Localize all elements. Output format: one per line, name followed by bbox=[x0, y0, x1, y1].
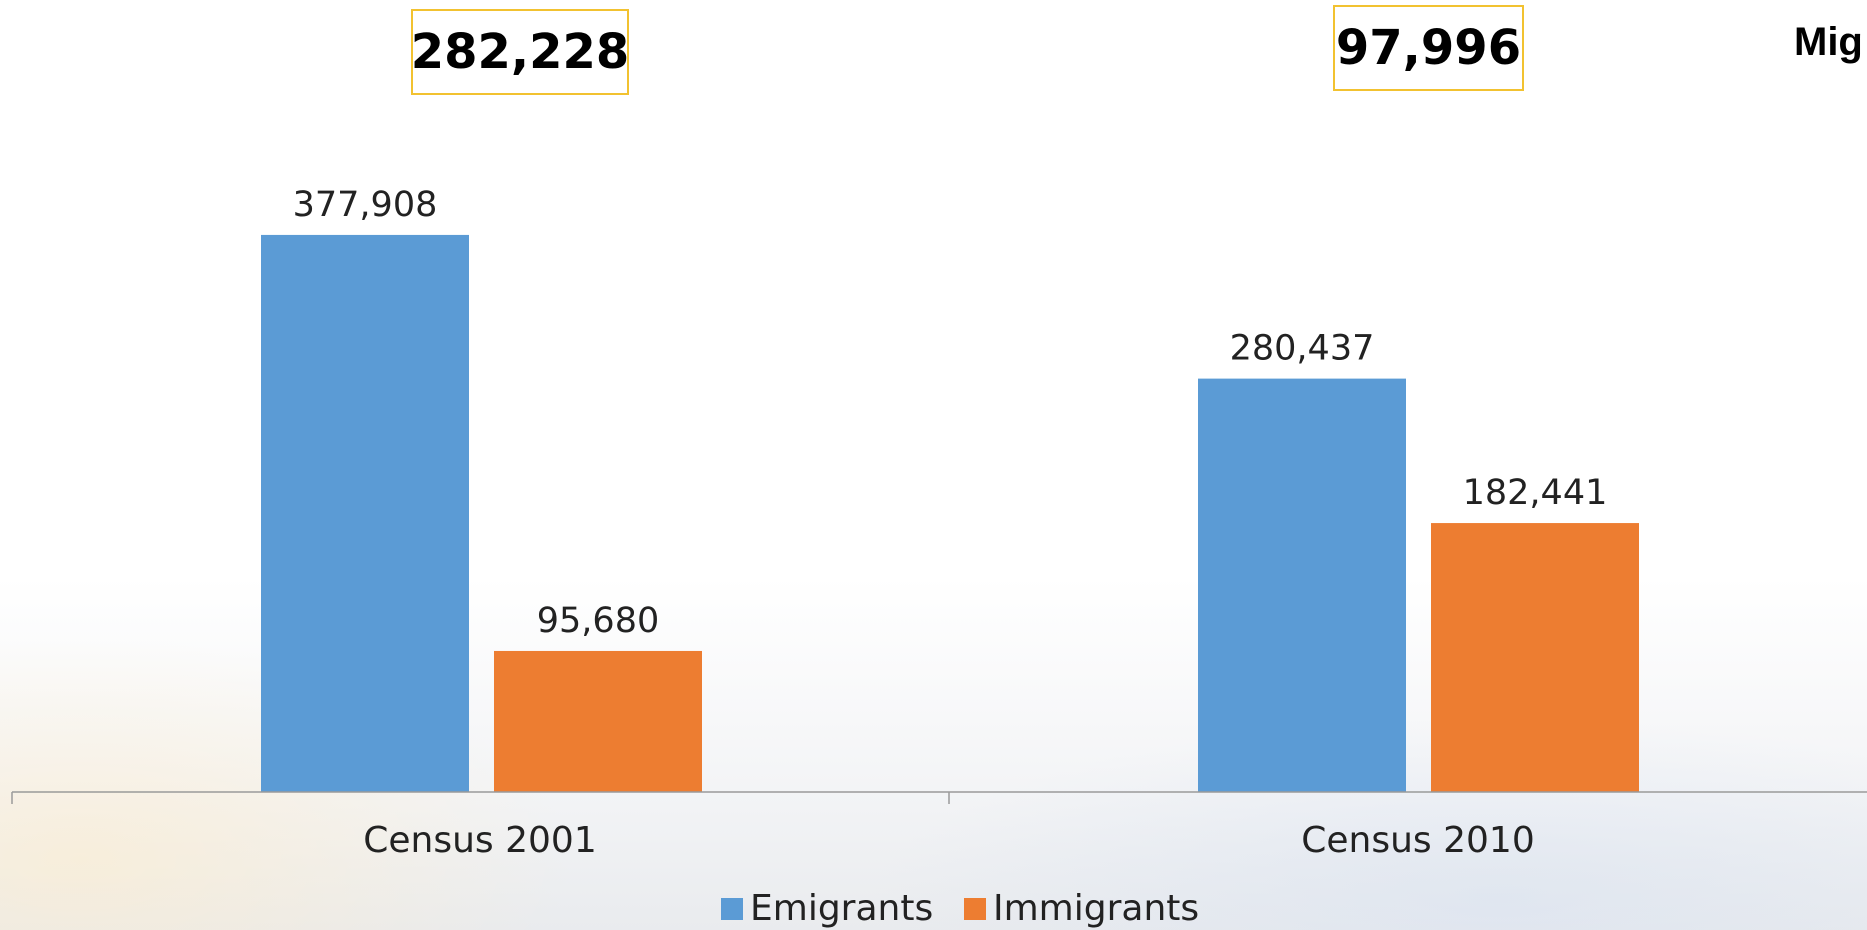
data-labels-layer: 377,908 95,680 280,437 182,441 bbox=[293, 185, 1608, 641]
x-axis: Census 2001 Census 2010 bbox=[11, 791, 1867, 861]
data-label-immigrants-census-2001: 95,680 bbox=[537, 601, 659, 641]
difference-callout-census-2001: 282,228 bbox=[411, 9, 629, 95]
legend-swatch-emigrants bbox=[721, 898, 743, 920]
category-label-census-2010: Census 2010 bbox=[1301, 820, 1535, 861]
data-label-immigrants-census-2010: 182,441 bbox=[1463, 473, 1608, 513]
bar-emigrants-census-2001 bbox=[261, 234, 469, 793]
legend-label-immigrants: Immigrants bbox=[993, 888, 1199, 929]
data-label-emigrants-census-2010: 280,437 bbox=[1230, 329, 1375, 369]
category-label-census-2001: Census 2001 bbox=[363, 820, 597, 861]
legend-label-emigrants: Emigrants bbox=[750, 888, 933, 929]
data-label-emigrants-census-2001: 377,908 bbox=[293, 185, 438, 225]
bars-layer bbox=[261, 234, 1639, 793]
chart-title: Mig bbox=[1794, 20, 1863, 64]
bar-immigrants-census-2001 bbox=[494, 650, 702, 792]
legend-swatch-immigrants bbox=[964, 898, 986, 920]
bar-immigrants-census-2010 bbox=[1431, 523, 1639, 792]
legend: Emigrants Immigrants bbox=[721, 888, 1199, 929]
difference-callout-census-2010: 97,996 bbox=[1333, 5, 1524, 91]
bar-emigrants-census-2010 bbox=[1198, 378, 1406, 792]
